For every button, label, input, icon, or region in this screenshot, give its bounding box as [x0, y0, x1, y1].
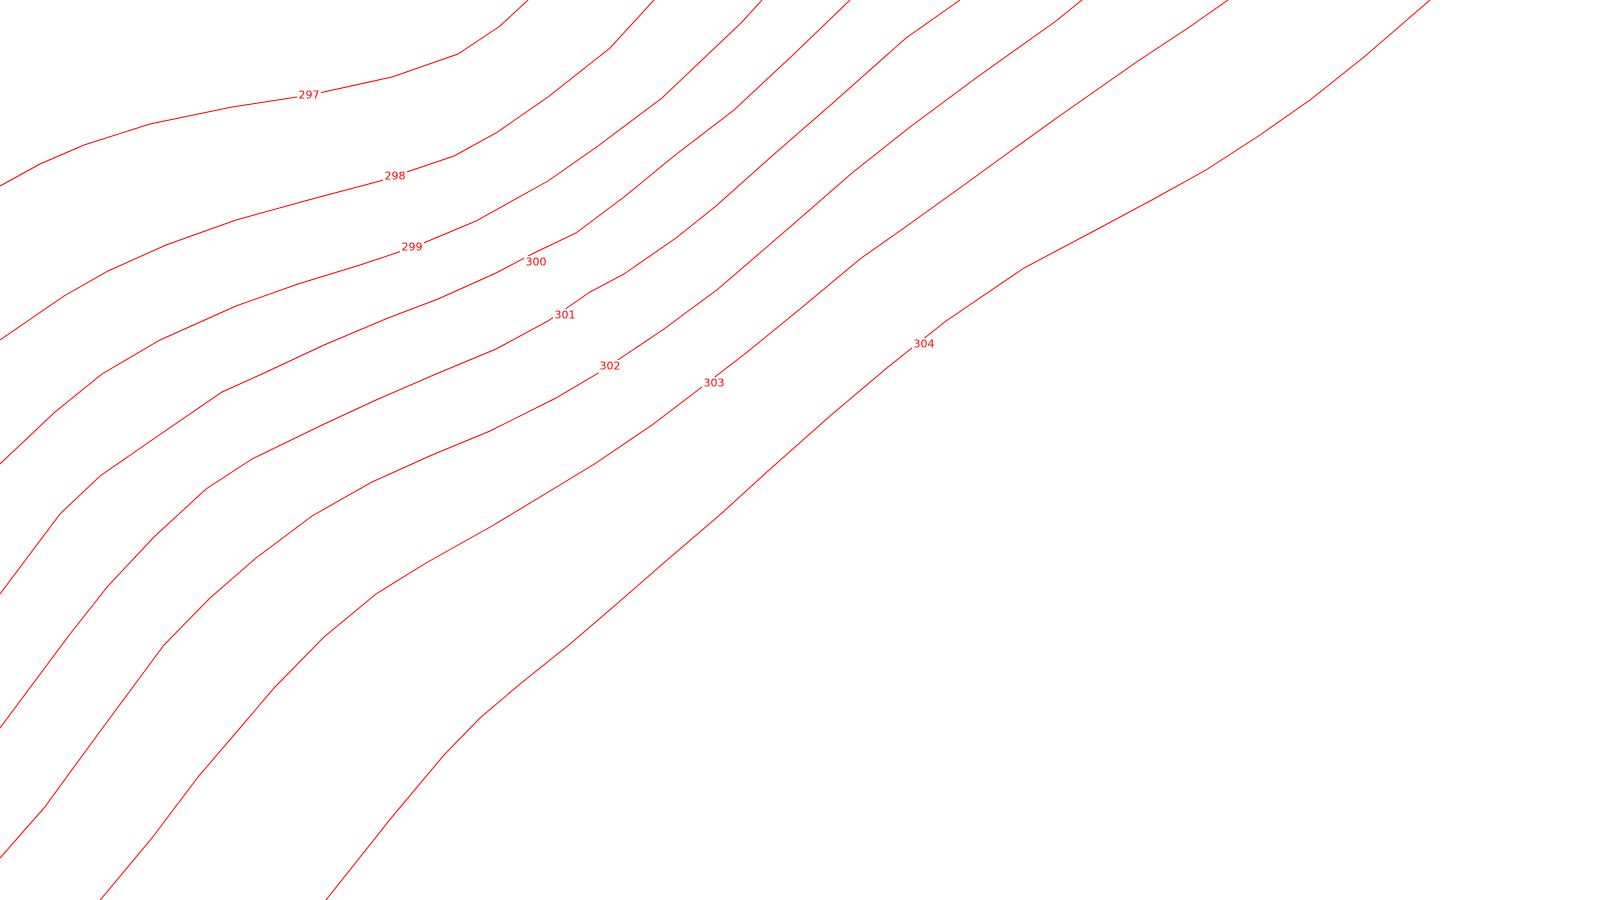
contour-line-298 — [0, 0, 655, 341]
contour-label-301: 301 — [555, 309, 576, 322]
label-halo-303 — [702, 377, 726, 390]
label-halo-298 — [383, 170, 407, 183]
contour-label-304: 304 — [914, 338, 935, 351]
contour-line-297 — [0, 0, 529, 187]
label-halo-301 — [553, 309, 577, 322]
contour-lines — [0, 0, 1431, 900]
label-halo-299 — [400, 241, 424, 254]
label-halo-302 — [598, 360, 622, 373]
contour-label-299: 299 — [402, 241, 423, 254]
contour-labels: 297 298 299 300 301 302 303 304 — [297, 88, 936, 390]
contour-label-303: 303 — [704, 377, 725, 390]
contour-label-297: 297 — [299, 89, 320, 102]
contour-line-300 — [0, 0, 851, 595]
label-halo-304 — [912, 338, 936, 351]
contour-line-303 — [99, 0, 1229, 900]
label-halo-297 — [297, 88, 321, 101]
contour-line-299 — [0, 0, 763, 465]
contour-line-301 — [0, 0, 961, 729]
contour-label-300: 300 — [526, 256, 547, 269]
contour-line-302 — [0, 0, 1083, 859]
label-halo-300 — [524, 256, 548, 269]
contour-label-298: 298 — [385, 170, 406, 183]
contour-line-304 — [325, 0, 1431, 900]
contour-label-302: 302 — [600, 360, 621, 373]
